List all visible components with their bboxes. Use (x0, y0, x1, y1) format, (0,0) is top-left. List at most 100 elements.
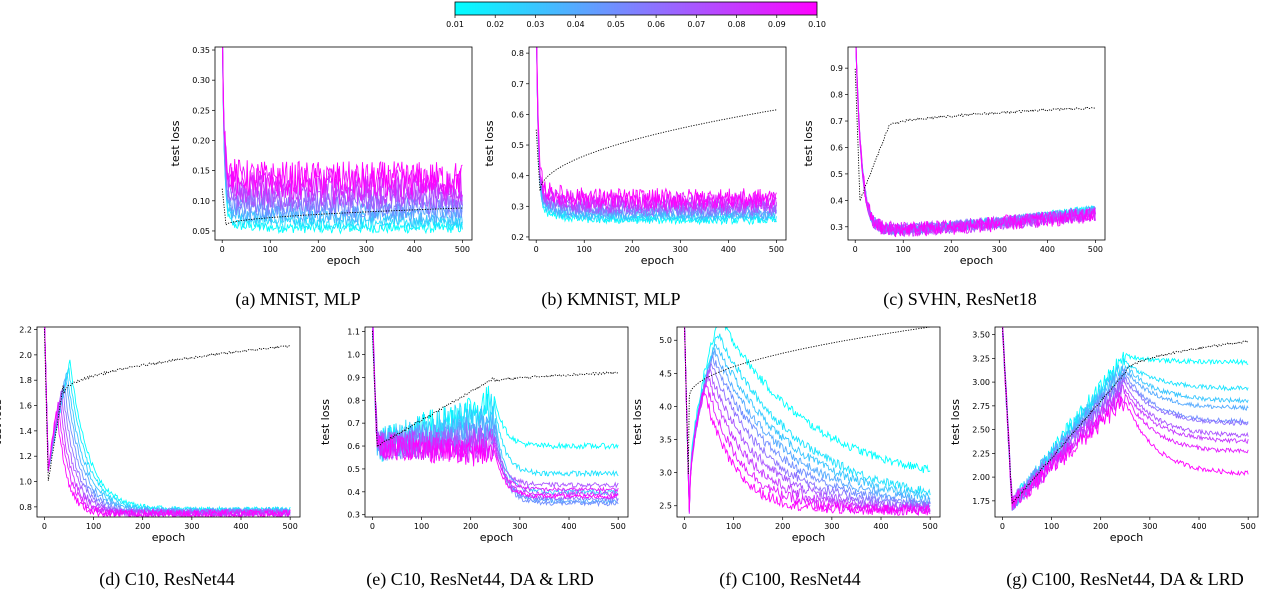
x-tick-label: 400 (873, 522, 888, 531)
series-line-lr-0.01 (222, 47, 463, 235)
x-tick-label: 100 (263, 245, 278, 254)
series-line-lr-0.01 (684, 327, 931, 507)
y-tick-label: 1.4 (19, 427, 32, 436)
series-line-lr-0.05 (536, 47, 777, 218)
x-tick-label: 300 (184, 522, 199, 531)
x-tick-label: 200 (775, 522, 790, 531)
y-tick-label: 0.5 (830, 170, 843, 179)
colorbar-tick-label: 0.01 (446, 20, 464, 29)
x-tick-label: 100 (896, 245, 911, 254)
x-tick-label: 300 (992, 245, 1007, 254)
x-tick-label: 0 (42, 522, 47, 531)
series-line-lr-0.07 (1002, 327, 1249, 509)
chart-panel-a: 0 100 200 300 400 500 0.05 0.10 0.15 0.20 0.25 0.30… (169, 46, 473, 310)
series-line-lr-0.03 (372, 327, 619, 496)
y-tick-label: 1.0 (347, 350, 360, 359)
colorbar-tick-label: 0.04 (567, 20, 585, 29)
chart-panel-b: 0 100 200 300 400 500 0.2 0.3 0.4 0.5 0.6 0.7 0.8 epo… (483, 46, 787, 310)
x-axis-label: epoch (480, 531, 514, 544)
y-axis-label: test loss (802, 120, 815, 166)
series-line-lr-0.09 (372, 327, 619, 493)
y-tick-label: 3.0 (659, 469, 672, 478)
y-tick-label: 0.3 (347, 511, 360, 520)
y-tick-label: 1.2 (19, 452, 32, 461)
axes-frame (994, 326, 1259, 518)
colorbar-tick-label: 0.05 (607, 20, 625, 29)
series-line-lr-0.03 (536, 47, 777, 223)
y-tick-label: 5.0 (659, 336, 672, 345)
y-tick-label: 0.10 (192, 197, 210, 206)
y-tick-label: 1.75 (972, 497, 990, 506)
x-tick-label: 0 (534, 245, 539, 254)
subfigure-caption: (f) C100, ResNet44 (719, 569, 860, 590)
x-tick-label: 500 (283, 522, 298, 531)
axes-frame (676, 326, 941, 518)
y-tick-label: 0.30 (192, 76, 210, 85)
y-tick-label: 0.9 (347, 373, 360, 382)
x-tick-label: 100 (414, 522, 429, 531)
series-line-lr-0.04 (684, 327, 931, 511)
y-tick-label: 0.8 (347, 396, 360, 405)
chart-panel-d: 0 100 200 300 400 500 0.8 1.0 1.2 1.4 1.6 1.8 2.0 2.2… (0, 326, 301, 590)
x-axis-label: epoch (327, 254, 361, 267)
y-tick-label: 0.7 (830, 117, 843, 126)
x-tick-label: 400 (721, 245, 736, 254)
x-tick-label: 400 (407, 245, 422, 254)
series-line-lr-0.01 (855, 47, 1096, 235)
x-tick-label: 100 (726, 522, 741, 531)
x-tick-label: 200 (135, 522, 150, 531)
x-tick-label: 200 (311, 245, 326, 254)
chart-panel-g: 0 100 200 300 400 500 1.75 2.00 2.25 2.50 2.75 3.00… (949, 326, 1259, 590)
subfigure-caption: (g) C100, ResNet44, DA & LRD (1006, 569, 1244, 590)
series-line-lr-0.05 (44, 327, 291, 517)
y-tick-label: 2.2 (19, 326, 32, 335)
series-line-lr-0.04 (1001, 328, 1249, 511)
x-axis-label: epoch (641, 254, 675, 267)
series-line-lr-0.09 (222, 47, 463, 202)
y-tick-label: 0.5 (511, 141, 524, 150)
reference-line (1002, 327, 1249, 505)
y-tick-label: 4.5 (659, 369, 672, 378)
axes-frame (528, 46, 787, 241)
x-tick-label: 500 (923, 522, 938, 531)
series-line-lr-0.02 (44, 327, 291, 514)
y-tick-label: 2.00 (972, 473, 990, 482)
y-tick-label: 2.75 (972, 402, 990, 411)
series-line-lr-0.07 (44, 327, 291, 517)
y-tick-label: 0.4 (347, 488, 360, 497)
y-axis-label: test loss (483, 120, 496, 166)
reference-line (43, 328, 291, 481)
series-line-lr-0.07 (222, 47, 463, 210)
colorbar: 0.01 0.02 0.03 0.04 0.05 0.06 0.07 0.08 0.09 0.10 (446, 1, 826, 29)
x-tick-label: 0 (1000, 522, 1005, 531)
reference-line (854, 68, 1096, 202)
x-axis-label: epoch (792, 531, 826, 544)
series-line-lr-0.03 (684, 327, 931, 509)
y-tick-label: 1.6 (19, 402, 32, 411)
y-tick-label: 2.0 (19, 351, 32, 360)
y-axis-label: test loss (0, 399, 4, 445)
reference-line (535, 109, 777, 192)
series-line-lr-0.08 (855, 47, 1096, 238)
y-tick-label: 0.4 (830, 196, 843, 205)
y-tick-label: 0.5 (347, 465, 360, 474)
x-axis-label: epoch (960, 254, 994, 267)
x-tick-label: 400 (233, 522, 248, 531)
y-tick-label: 0.15 (192, 167, 210, 176)
x-tick-label: 400 (1191, 522, 1206, 531)
x-tick-label: 200 (944, 245, 959, 254)
y-tick-label: 1.8 (19, 376, 32, 385)
x-tick-label: 0 (853, 245, 858, 254)
colorbar-tick-label: 0.02 (486, 20, 504, 29)
y-axis-label: test loss (949, 399, 962, 445)
y-tick-label: 4.0 (659, 402, 672, 411)
y-tick-label: 0.8 (19, 503, 32, 512)
y-tick-label: 0.20 (192, 136, 210, 145)
y-tick-label: 1.1 (347, 328, 360, 337)
x-tick-label: 0 (682, 522, 687, 531)
y-tick-label: 0.6 (347, 442, 360, 451)
series-line-lr-0.1 (222, 47, 463, 196)
series-line-lr-0.1 (536, 47, 777, 209)
y-tick-label: 0.8 (830, 91, 843, 100)
